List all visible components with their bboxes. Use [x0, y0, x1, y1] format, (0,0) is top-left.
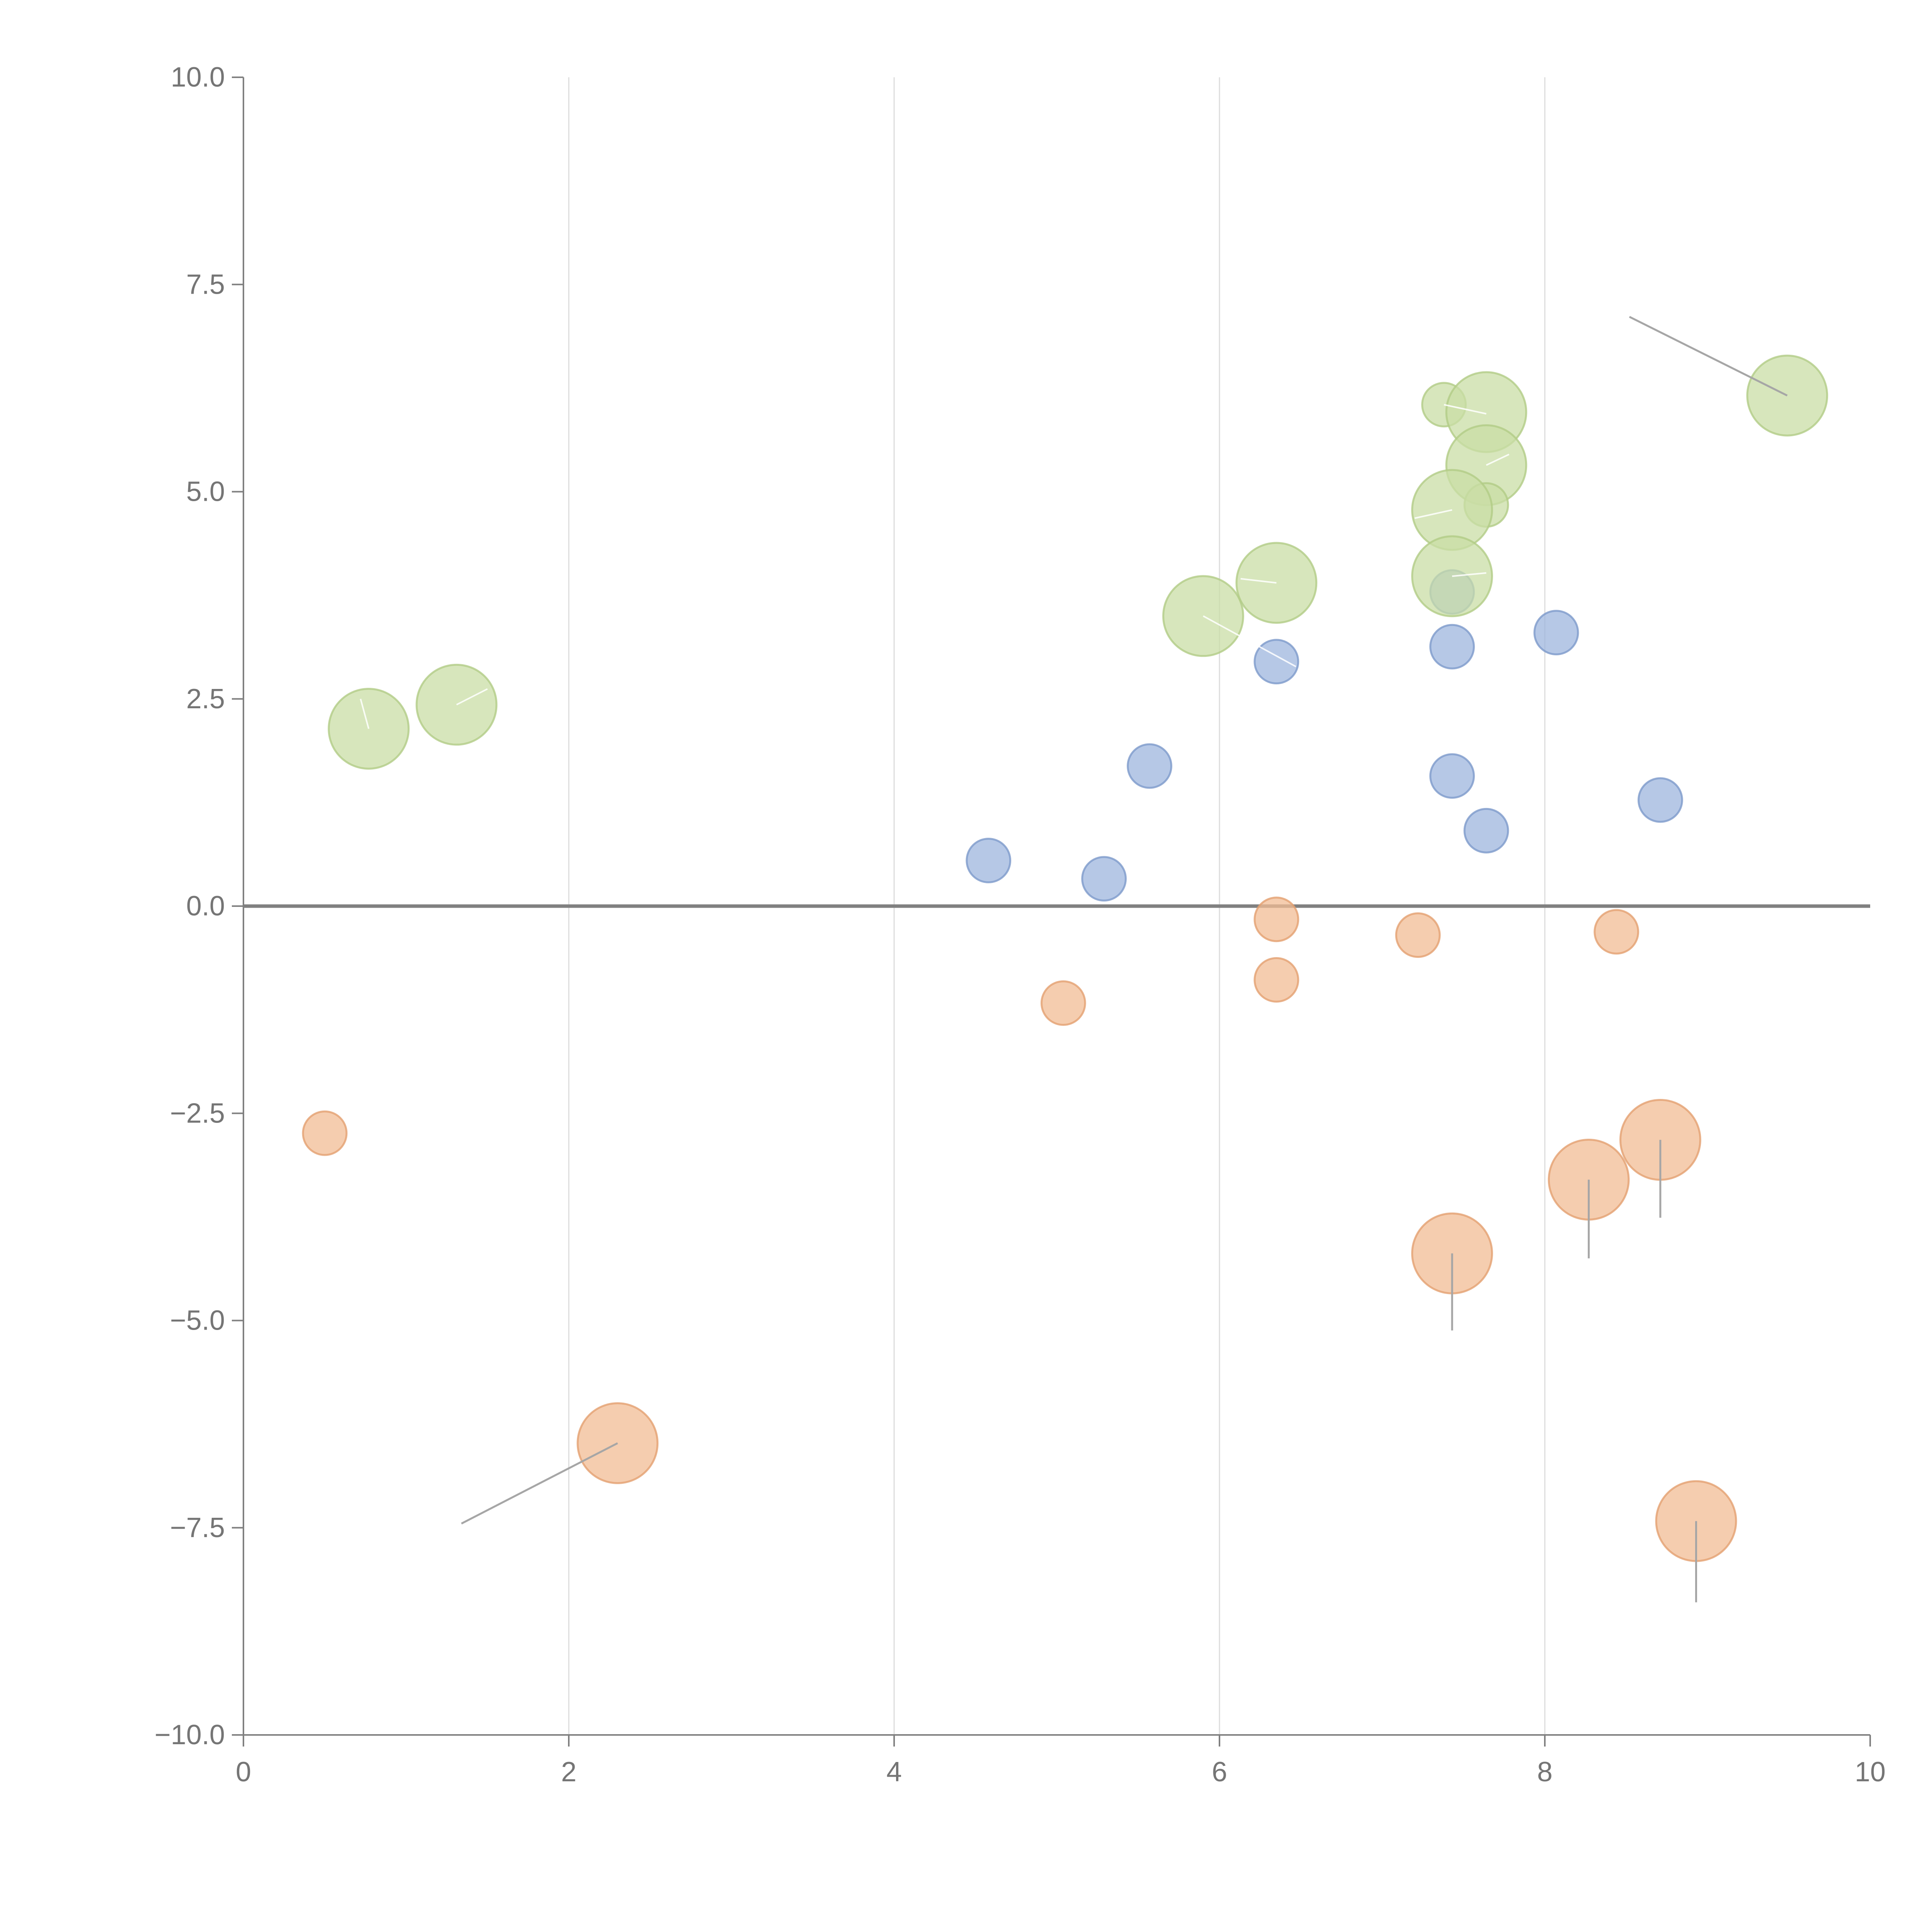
- orange-point: [1395, 912, 1441, 958]
- orange-point: [302, 1110, 348, 1156]
- blue-point: [1253, 639, 1299, 685]
- green-connector-line: [1486, 454, 1510, 466]
- green-connector-line: [456, 688, 488, 706]
- green-connector-line: [1444, 404, 1486, 415]
- y-tick-label: 5.0: [186, 476, 225, 507]
- x-tick-label: 8: [1537, 1757, 1553, 1787]
- y-tick-label: −10.0: [155, 1719, 225, 1750]
- x-tick-label: 2: [561, 1757, 577, 1787]
- x-tick-label: 0: [236, 1757, 251, 1787]
- tick-labels-layer: 10.0 7.5 5.0 2.5 0.0 −2.5 −5.0 −7.5 −10.0 0 2 4 6 8 10: [155, 62, 1886, 1787]
- blue-point: [1463, 808, 1509, 854]
- orange-point: [1594, 909, 1639, 955]
- green-connector-line: [1240, 578, 1277, 584]
- x-tick-label: 4: [886, 1757, 902, 1787]
- green-connector-line: [1202, 615, 1296, 667]
- series-blue: [966, 569, 1683, 902]
- orange-point: [1253, 896, 1299, 942]
- y-tick-label: −7.5: [170, 1512, 225, 1543]
- green-connector-line: [360, 699, 370, 729]
- green-connector-line: [1452, 572, 1486, 577]
- y-tick-label: 10.0: [171, 62, 225, 93]
- y-tick-label: 0.0: [186, 891, 225, 922]
- green-connector-line: [1414, 509, 1452, 519]
- blue-point: [1127, 743, 1172, 789]
- points-layer: [302, 316, 1828, 1602]
- blue-point: [1533, 610, 1579, 656]
- y-tick-label: −2.5: [170, 1098, 225, 1129]
- blue-point: [966, 838, 1012, 883]
- series-orange: [302, 896, 1737, 1602]
- x-tick-label: 10: [1855, 1757, 1886, 1787]
- orange-connector-line: [461, 1442, 618, 1525]
- green-connector-line: [1629, 316, 1788, 396]
- y-tick-label: 7.5: [186, 269, 225, 300]
- axes-layer: [232, 77, 1871, 1747]
- series-green: [328, 316, 1828, 770]
- blue-point: [1429, 624, 1475, 670]
- orange-point: [1253, 957, 1299, 1003]
- blue-point: [1081, 856, 1127, 902]
- y-tick-label: −5.0: [170, 1305, 225, 1336]
- orange-point: [1040, 980, 1086, 1026]
- blue-point: [1638, 777, 1683, 823]
- y-tick-label: 2.5: [186, 684, 225, 714]
- x-tick-label: 6: [1212, 1757, 1227, 1787]
- blue-point: [1429, 753, 1475, 799]
